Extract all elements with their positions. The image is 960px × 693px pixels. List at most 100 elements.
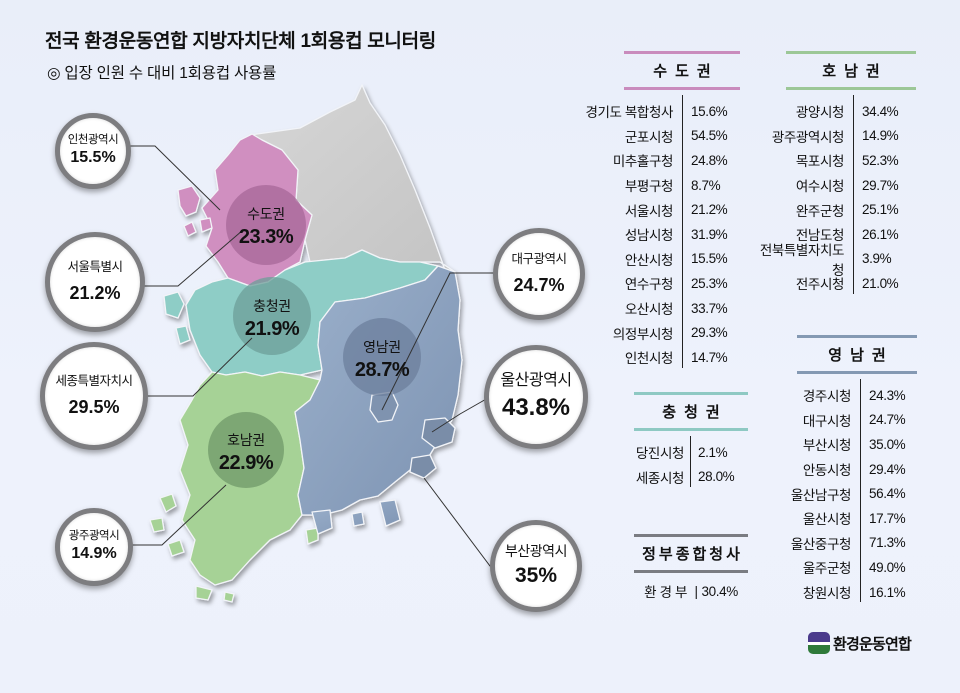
table-row: 경주시청 24.3% bbox=[777, 383, 927, 408]
row-value: 24.3% bbox=[869, 387, 906, 403]
table-row: 서울시청 21.2% bbox=[578, 197, 742, 222]
row-label: 창원시청 bbox=[802, 586, 851, 602]
row-value: 29.7% bbox=[862, 177, 899, 193]
divider bbox=[860, 379, 861, 603]
row-label: 안산시청 bbox=[624, 252, 673, 268]
chungcheong-islands bbox=[163, 291, 191, 345]
callout-ulsan: 울산광역시 43.8% bbox=[484, 345, 588, 449]
row-label: 부평구청 bbox=[624, 179, 673, 195]
row-label: 의정부시청 bbox=[612, 326, 674, 342]
callout-name: 울산광역시 bbox=[500, 372, 572, 390]
callout-incheon: 인천광역시 15.5% bbox=[55, 113, 131, 189]
table-row: 전북특별자치도청 3.9% bbox=[758, 243, 918, 278]
logo-text: 환경운동연합 bbox=[833, 635, 912, 653]
table-row: 광주광역시청 14.9% bbox=[758, 124, 918, 149]
korea-map bbox=[128, 84, 500, 603]
row-label: 전북특별자치도청 bbox=[759, 242, 845, 278]
row-value: 52.3% bbox=[862, 152, 899, 168]
table-row: 군포시청 54.5% bbox=[578, 124, 742, 149]
sejong-leader-line bbox=[146, 337, 253, 397]
table-row: 울산남구청 56.4% bbox=[777, 481, 927, 506]
row-value: 28.0% bbox=[698, 469, 735, 485]
busan-leader-line bbox=[423, 477, 500, 567]
divider bbox=[690, 436, 691, 488]
callout-name: 서울특별시 bbox=[67, 259, 123, 274]
table-row: 환경부 | 30.4% bbox=[634, 579, 748, 604]
callout-value: 35% bbox=[514, 563, 558, 587]
row-label: 광주광역시청 bbox=[771, 129, 845, 145]
row-value: 29.4% bbox=[869, 461, 906, 477]
table-row: 여수시청 29.7% bbox=[758, 173, 918, 198]
row-value: 30.4% bbox=[701, 583, 739, 599]
row-value: 29.3% bbox=[691, 325, 728, 341]
row-value: 2.1% bbox=[698, 444, 728, 460]
row-value: 31.9% bbox=[691, 226, 728, 242]
panel-rows: 광양시청 34.4% 광주광역시청 14.9% 목포시청 52.3% 여수시청 29.7… bbox=[758, 95, 918, 296]
panel-yeongnam: 영남권 경주시청 24.3% 대구시청 24.7% 부산시청 35.0% 안동시청 29… bbox=[791, 335, 917, 604]
table-row: 대구시청 24.7% bbox=[777, 408, 927, 433]
table-row: 연수구청 25.3% bbox=[578, 271, 742, 296]
row-label: 미추홀구청 bbox=[612, 154, 674, 170]
panel-header: 영남권 bbox=[797, 335, 917, 374]
panel-gov-complex: 정부종합청사 환경부 | 30.4% bbox=[634, 534, 748, 604]
callout-value: 15.5% bbox=[70, 149, 116, 167]
table-row: 당진시청 2.1% bbox=[632, 440, 752, 465]
panel-sudo: 수도권 경기도 복합청사 15.6% 군포시청 54.5% 미추홀구청 24.8% 부… bbox=[586, 51, 740, 370]
callout-seoul: 서울특별시 21.2% bbox=[45, 232, 145, 332]
panel-rows: 당진시청 2.1% 세종시청 28.0% bbox=[632, 436, 752, 489]
row-value: 34.4% bbox=[862, 103, 899, 119]
table-row: 전남도청 26.1% bbox=[758, 222, 918, 247]
row-label: 서울시청 bbox=[624, 203, 673, 219]
table-row: 인천시청 14.7% bbox=[578, 345, 742, 370]
row-value: 56.4% bbox=[869, 486, 906, 502]
callout-value: 43.8% bbox=[501, 394, 571, 421]
row-value: 14.7% bbox=[691, 349, 728, 365]
row-label: 울산남구청 bbox=[790, 487, 852, 503]
row-value: 16.1% bbox=[869, 584, 906, 600]
row-label: 울주군청 bbox=[802, 561, 851, 577]
table-row: 부산시청 35.0% bbox=[777, 432, 927, 457]
row-value: 49.0% bbox=[869, 559, 906, 575]
mountain-logo-icon bbox=[808, 632, 830, 654]
table-row: 오산시청 33.7% bbox=[578, 296, 742, 321]
row-value: 25.3% bbox=[691, 275, 728, 291]
row-label: 군포시청 bbox=[624, 129, 673, 145]
table-row: 의정부시청 29.3% bbox=[578, 320, 742, 345]
callout-gwangju: 광주광역시 14.9% bbox=[55, 508, 133, 586]
panel-chungcheong: 충청권 당진시청 2.1% 세종시청 28.0% bbox=[634, 392, 748, 489]
row-value: 25.1% bbox=[862, 202, 899, 218]
gwangju-leader-line bbox=[130, 484, 227, 546]
daegu-leader-line bbox=[381, 272, 500, 411]
kfem-logo: 환경운동연합 bbox=[808, 632, 912, 654]
callout-name: 대구광역시 bbox=[511, 251, 567, 266]
divider: | bbox=[694, 583, 698, 599]
row-label: 완주군청 bbox=[795, 203, 844, 219]
callout-sejong: 세종특별자치시 29.5% bbox=[40, 342, 148, 450]
busan-area bbox=[409, 454, 437, 479]
callout-name: 광주광역시 bbox=[68, 530, 120, 543]
table-row: 울산시청 17.7% bbox=[777, 506, 927, 531]
seoul-leader-line bbox=[140, 229, 244, 287]
row-value: 21.2% bbox=[691, 202, 728, 218]
row-label: 목포시청 bbox=[795, 154, 844, 170]
row-label: 울산중구청 bbox=[790, 536, 852, 552]
table-row: 울주군청 49.0% bbox=[777, 555, 927, 580]
sudo-region-circle bbox=[226, 185, 306, 265]
table-row: 목포시청 52.3% bbox=[758, 148, 918, 173]
table-row: 광양시청 34.4% bbox=[758, 99, 918, 124]
panel-honam: 호남권 광양시청 34.4% 광주광역시청 14.9% 목포시청 52.3% 여수시청… bbox=[760, 51, 916, 296]
row-value: 8.7% bbox=[691, 177, 721, 193]
row-label: 대구시청 bbox=[802, 413, 851, 429]
row-value: 17.7% bbox=[869, 510, 906, 526]
panel-header: 호남권 bbox=[786, 51, 916, 90]
row-label: 연수구청 bbox=[624, 277, 673, 293]
row-label: 경기도 복합청사 bbox=[585, 105, 674, 121]
yeongnam-islands bbox=[311, 499, 401, 535]
row-label: 당진시청 bbox=[635, 446, 684, 462]
callout-daegu: 대구광역시 24.7% bbox=[493, 228, 585, 320]
row-label: 세종시청 bbox=[635, 470, 684, 486]
panel-header: 정부종합청사 bbox=[634, 534, 748, 573]
row-label: 인천시청 bbox=[624, 351, 673, 367]
table-row: 완주군청 25.1% bbox=[758, 197, 918, 222]
callout-value: 24.7% bbox=[513, 274, 565, 295]
